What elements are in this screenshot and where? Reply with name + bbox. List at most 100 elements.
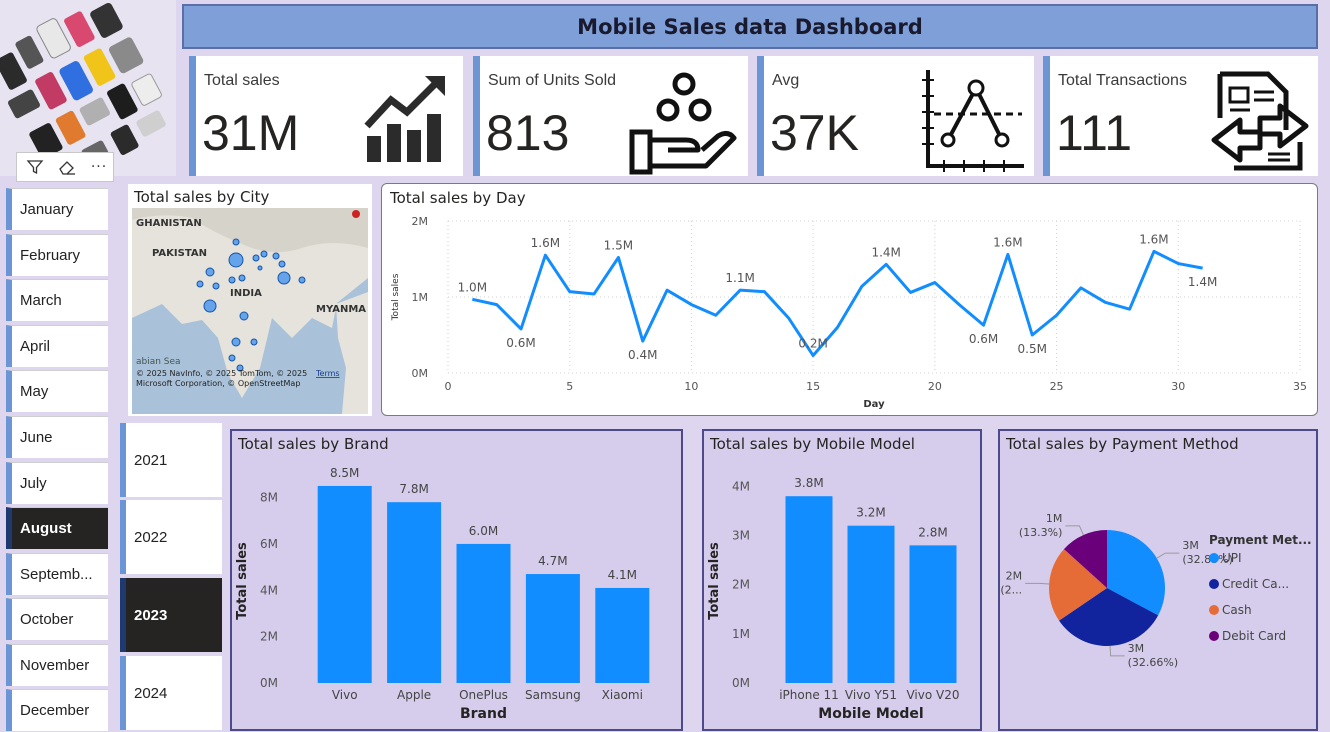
- city-bubble[interactable]: [212, 282, 220, 290]
- year-item-2023[interactable]: 2023: [120, 578, 222, 652]
- data-point[interactable]: [1127, 306, 1133, 312]
- city-bubble[interactable]: [239, 311, 249, 321]
- data-point[interactable]: [615, 254, 621, 260]
- more-options-icon[interactable]: ···: [90, 159, 108, 175]
- data-point[interactable]: [518, 326, 524, 332]
- month-item-may[interactable]: May: [6, 370, 108, 412]
- x-tick-label: 35: [1293, 380, 1307, 393]
- data-point[interactable]: [567, 289, 573, 295]
- month-item-june[interactable]: June: [6, 416, 108, 458]
- bar-vivo-y51[interactable]: [847, 525, 895, 683]
- y-tick-label: 2M: [732, 578, 750, 592]
- city-bubble[interactable]: [298, 276, 306, 284]
- data-point[interactable]: [956, 302, 962, 308]
- month-item-august[interactable]: August: [6, 507, 108, 549]
- data-label: 1.1M: [725, 271, 754, 285]
- month-item-september[interactable]: Septemb...: [6, 553, 108, 595]
- city-bubble[interactable]: [257, 265, 263, 271]
- map-terms-link[interactable]: Terms: [315, 369, 340, 378]
- map-label-myanmar: MYANMA: [316, 304, 366, 315]
- kpi-card-units-sold: Sum of Units Sold 813: [473, 56, 748, 176]
- year-item-2024[interactable]: 2024: [120, 656, 222, 730]
- filter-icon[interactable]: [21, 154, 49, 180]
- brand-bar-chart: Total sales by Brand 0M 2M 4M 6M 8M Total sal…: [230, 429, 683, 731]
- sales-line[interactable]: [472, 249, 1203, 358]
- data-point[interactable]: [834, 324, 840, 330]
- city-bubble[interactable]: [238, 274, 246, 282]
- city-bubble[interactable]: [232, 238, 240, 246]
- pie-slice-credit-card[interactable]: [1059, 588, 1159, 646]
- bar-vivo[interactable]: [317, 485, 372, 683]
- data-point[interactable]: [1078, 285, 1084, 291]
- legend-item[interactable]: Credit Ca...: [1222, 577, 1289, 591]
- city-bubble[interactable]: [250, 338, 258, 346]
- city-bubble[interactable]: [228, 252, 244, 268]
- pie-slice-cash[interactable]: [1049, 549, 1107, 621]
- month-item-april[interactable]: April: [6, 325, 108, 367]
- pie-slice-debit-card[interactable]: [1063, 530, 1107, 588]
- bar-vivo-v20[interactable]: [909, 545, 957, 683]
- data-point[interactable]: [494, 302, 500, 308]
- legend-marker: [1209, 579, 1219, 589]
- city-bubble[interactable]: [205, 267, 215, 277]
- data-point[interactable]: [981, 322, 987, 328]
- pie-slice-upi[interactable]: [1107, 530, 1165, 616]
- data-point[interactable]: [1200, 265, 1206, 271]
- y-tick-label: 6M: [260, 537, 278, 551]
- city-bubble[interactable]: [272, 252, 280, 260]
- year-item-2021[interactable]: 2021: [120, 423, 222, 497]
- city-bubble[interactable]: [277, 271, 291, 285]
- data-point[interactable]: [786, 315, 792, 321]
- month-item-july[interactable]: July: [6, 462, 108, 504]
- kpi-label: Total sales: [204, 72, 280, 89]
- city-bubble[interactable]: [228, 354, 236, 362]
- data-point[interactable]: [1102, 299, 1108, 305]
- kpi-label: Sum of Units Sold: [488, 72, 617, 89]
- data-point[interactable]: [908, 289, 914, 295]
- data-point[interactable]: [664, 287, 670, 293]
- data-point[interactable]: [1175, 261, 1181, 267]
- data-point[interactable]: [859, 283, 865, 289]
- month-item-february[interactable]: February: [6, 234, 108, 276]
- month-item-november[interactable]: November: [6, 644, 108, 686]
- legend-item[interactable]: UPI: [1222, 551, 1242, 565]
- data-point[interactable]: [1054, 312, 1060, 318]
- data-point[interactable]: [1005, 251, 1011, 257]
- data-point[interactable]: [737, 287, 743, 293]
- map-canvas[interactable]: GHANISTAN PAKISTAN INDIA MYANMA abian Se…: [132, 208, 368, 414]
- bar-xiaomi[interactable]: [595, 587, 650, 683]
- legend-item[interactable]: Cash: [1222, 603, 1252, 617]
- data-point[interactable]: [932, 280, 938, 286]
- city-bubble[interactable]: [231, 337, 241, 347]
- data-point[interactable]: [713, 312, 719, 318]
- data-point[interactable]: [761, 289, 767, 295]
- bar-samsung[interactable]: [525, 574, 580, 683]
- data-point[interactable]: [883, 261, 889, 267]
- month-item-october[interactable]: October: [6, 598, 108, 640]
- data-point[interactable]: [469, 296, 475, 302]
- bar-oneplus[interactable]: [456, 543, 511, 683]
- bar-apple[interactable]: [387, 502, 442, 683]
- year-item-2022[interactable]: 2022: [120, 500, 222, 574]
- bar-iphone-11[interactable]: [785, 496, 833, 683]
- slice-percent-label: (32.66%): [1128, 656, 1179, 669]
- city-bubble[interactable]: [236, 364, 244, 372]
- month-item-december[interactable]: December: [6, 689, 108, 731]
- city-bubble[interactable]: [228, 276, 236, 284]
- month-item-january[interactable]: January: [6, 188, 108, 230]
- data-point[interactable]: [640, 338, 646, 344]
- month-item-march[interactable]: March: [6, 279, 108, 321]
- city-bubble[interactable]: [203, 299, 217, 313]
- eraser-icon[interactable]: [53, 154, 81, 180]
- data-point[interactable]: [591, 291, 597, 297]
- data-point[interactable]: [688, 302, 694, 308]
- legend-item[interactable]: Debit Card: [1222, 629, 1286, 643]
- data-point[interactable]: [810, 353, 816, 359]
- data-point[interactable]: [1029, 332, 1035, 338]
- city-bubble[interactable]: [196, 280, 204, 288]
- city-bubble[interactable]: [252, 254, 260, 262]
- data-point[interactable]: [1151, 248, 1157, 254]
- city-bubble[interactable]: [278, 260, 286, 268]
- data-point[interactable]: [542, 252, 548, 258]
- city-bubble[interactable]: [260, 250, 268, 258]
